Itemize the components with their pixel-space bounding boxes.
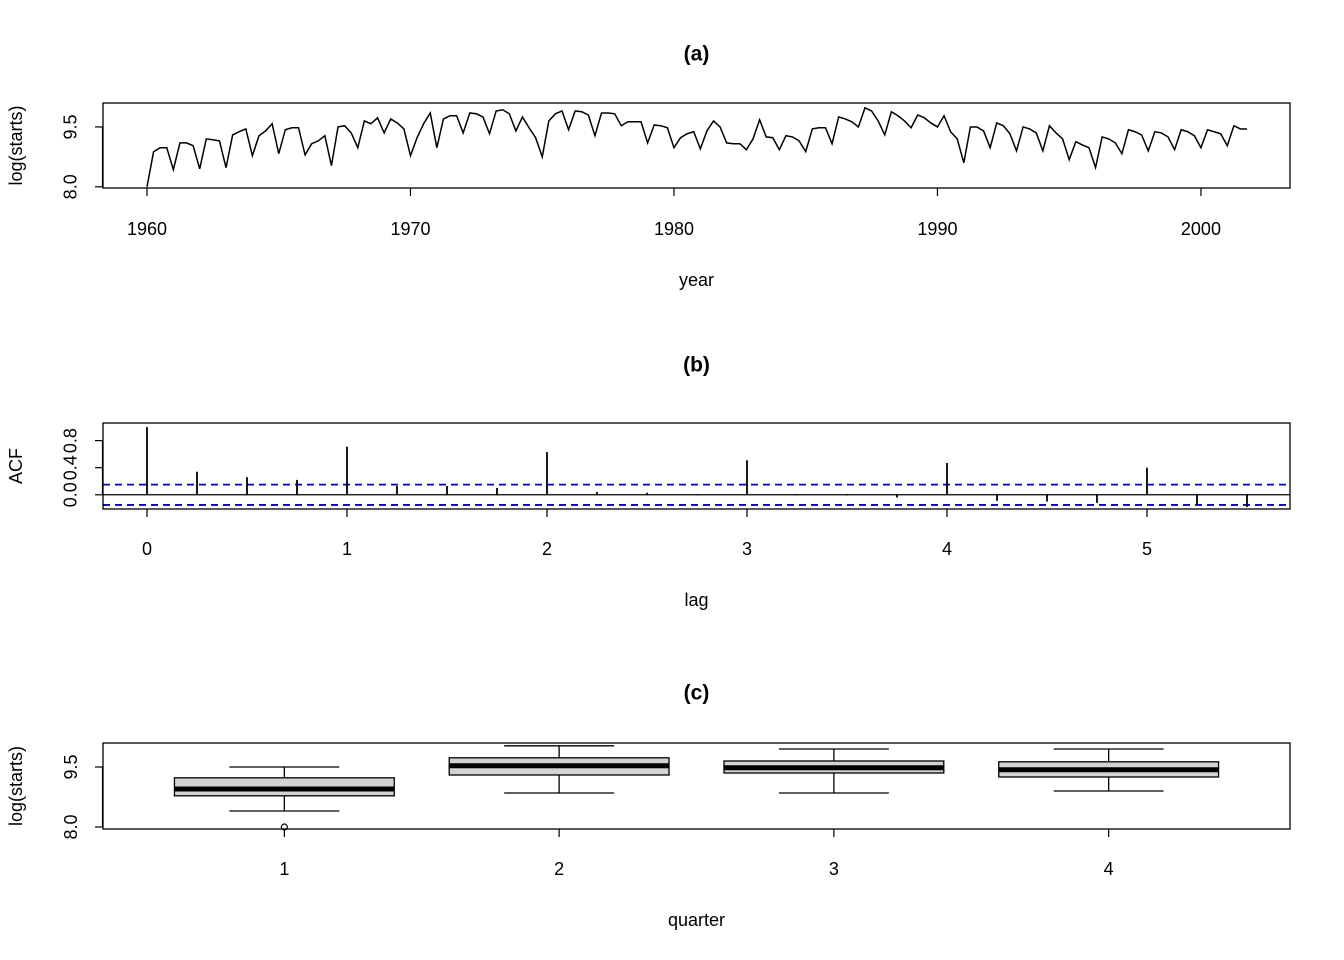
x-axis-label: quarter	[668, 910, 725, 930]
panel-title: (a)	[684, 43, 710, 66]
x-tick-label: 4	[942, 539, 952, 559]
x-tick-label: 2000	[1181, 219, 1221, 239]
x-axis-label: lag	[684, 590, 708, 610]
x-tick-label: 2	[542, 539, 552, 559]
x-tick-label: 1990	[917, 219, 957, 239]
x-tick-label: 1	[342, 539, 352, 559]
x-tick-label: 1980	[654, 219, 694, 239]
x-tick-label: 2	[554, 859, 564, 879]
x-tick-label: 1	[279, 859, 289, 879]
plot-frame	[102, 422, 1291, 510]
y-tick-label: 0.0	[61, 482, 81, 507]
x-tick-label: 3	[829, 859, 839, 879]
x-tick-label: 1970	[390, 219, 430, 239]
y-tick-label: 8.0	[61, 174, 81, 199]
outlier	[280, 823, 288, 831]
y-tick-label: 0.4	[61, 455, 81, 480]
y-tick-label: 9.5	[61, 754, 81, 779]
y-axis-label: log(starts)	[6, 746, 26, 826]
y-tick-label: 8.0	[61, 814, 81, 839]
x-tick-label: 5	[1142, 539, 1152, 559]
y-tick-label: 0.8	[61, 428, 81, 453]
panel-title: (c)	[684, 682, 710, 705]
plot-frame	[102, 742, 1291, 830]
y-tick-label: 9.5	[61, 114, 81, 139]
data-line	[146, 106, 1248, 187]
y-axis-label: log(starts)	[6, 105, 26, 185]
panel-title: (b)	[683, 354, 710, 377]
y-axis-label: ACF	[6, 448, 26, 484]
x-tick-label: 1960	[127, 219, 167, 239]
x-tick-label: 4	[1104, 859, 1114, 879]
plot-frame	[102, 102, 1291, 189]
x-tick-label: 0	[142, 539, 152, 559]
x-tick-label: 3	[742, 539, 752, 559]
x-axis-label: year	[679, 270, 714, 290]
